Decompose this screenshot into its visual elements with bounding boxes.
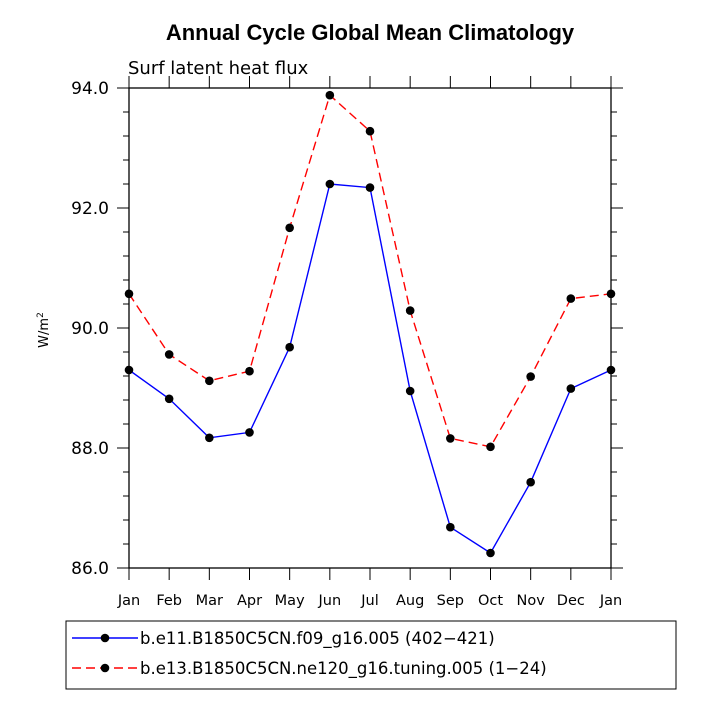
y-tick-label: 90.0 [71,319,109,339]
legend-marker-1 [100,633,110,643]
series-line-2 [128,93,612,448]
y-axis-label: W/m2 [36,312,52,348]
data-point-series-1 [365,183,375,192]
data-point-series-2 [205,376,214,386]
data-point-series-1 [606,365,616,375]
x-tick-label: Dec [557,593,585,609]
data-point-series-2 [405,306,415,315]
data-point-series-1 [486,548,495,558]
x-tick-label: Sep [437,593,464,609]
x-tick-label: Jul [360,593,379,609]
y-tick-label: 92.0 [71,199,109,219]
data-point-series-2 [365,126,375,136]
data-point-series-1 [124,365,134,375]
data-point-series-1 [205,433,214,443]
data-point-series-1 [446,522,455,532]
plot-area: 86.0 88.0 90.0 92.0 94.0 Jan Feb Mar Apr May Jun Ju… [71,76,623,609]
data-point-series-1 [325,179,335,189]
x-tick-label: Jan [599,593,622,609]
data-point-series-2 [446,434,455,443]
chart-subtitle: Surf latent heat flux [128,58,309,79]
legend-label-1: b.e11.B1850C5CN.f09_g16.005 (402−421) [140,629,495,649]
data-point-series-1 [566,384,576,393]
data-point-series-1 [245,428,254,437]
y-axis-label-text: W/m2 [36,312,52,348]
data-point-series-2 [526,372,535,381]
data-point-series-1 [164,394,174,404]
data-point-series-2 [124,289,134,299]
x-tick-label: Jan [117,593,140,609]
x-tick-label: May [275,593,305,609]
x-tick-label: Jun [318,593,342,609]
series-line-1 [128,183,612,554]
data-point-series-2 [486,442,495,452]
legend: b.e11.B1850C5CN.f09_g16.005 (402−421) b.e… [65,620,677,690]
data-point-series-2 [285,223,294,233]
data-point-series-2 [245,366,254,376]
chart-title: Annual Cycle Global Mean Climatology [166,20,575,45]
data-point-series-2 [566,294,576,303]
y-tick-label: 94.0 [71,79,109,99]
y-tick-label: 88.0 [71,439,109,459]
x-tick-label: Mar [196,593,223,609]
data-point-series-1 [526,477,535,487]
data-point-series-1 [405,386,415,396]
x-tick-label: Feb [156,593,182,609]
data-point-series-2 [325,90,335,100]
y-tick-label: 86.0 [71,559,109,579]
data-point-series-2 [164,350,174,359]
x-tick-label: Aug [396,593,424,609]
x-tick-label: Oct [478,593,503,609]
legend-marker-2 [100,663,110,673]
data-point-series-1 [285,342,294,352]
legend-label-2: b.e13.B1850C5CN.ne120_g16.tuning.005 (1−… [140,659,547,679]
x-tick-label: Nov [517,593,546,609]
x-tick-label: Apr [237,593,262,609]
plot-frame [128,87,612,569]
data-point-series-2 [606,289,616,299]
legend-box [65,620,677,690]
